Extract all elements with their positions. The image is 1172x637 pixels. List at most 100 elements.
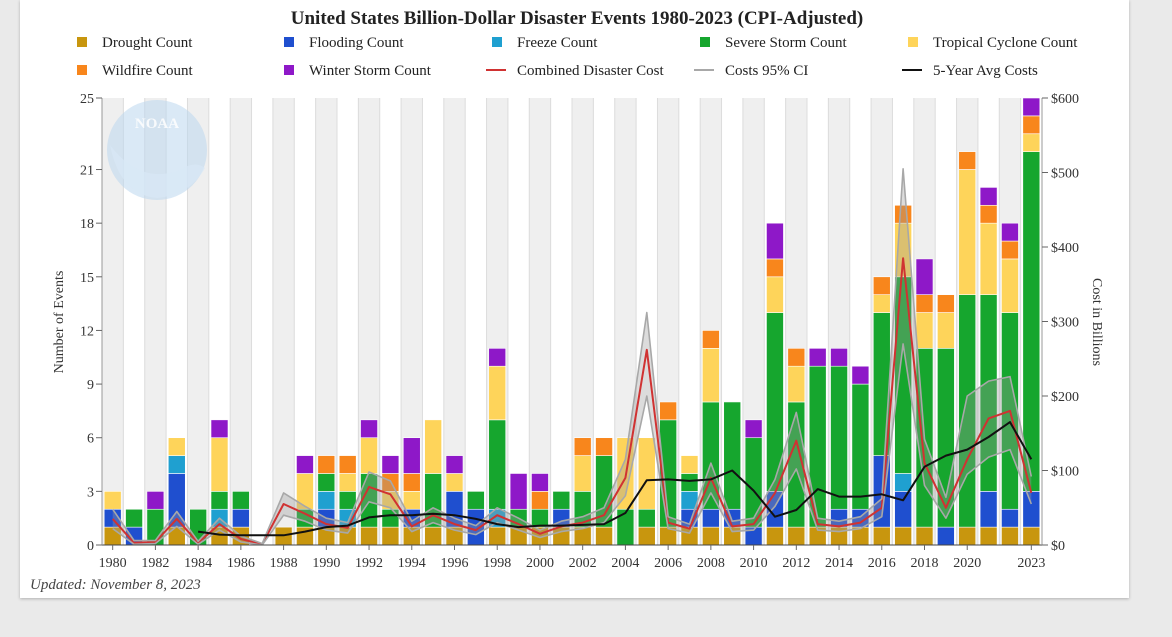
legend-label: Drought Count [102, 35, 193, 51]
bar-winter-storm-count-2011 [766, 222, 784, 260]
x-tick-label: 1994 [398, 556, 426, 571]
legend-label: Flooding Count [309, 35, 404, 51]
bar-tropical-cyclone-count-2008 [702, 348, 720, 403]
bar-severe-storm-count-2007 [680, 473, 699, 492]
x-tick-label: 2010 [740, 556, 768, 571]
bar-drought-count-1995 [424, 526, 442, 546]
legend-item-winter-storm-count[interactable]: Winter Storm Count [284, 63, 432, 79]
bar-wildfire-count-2006 [659, 401, 677, 421]
y-tick-label-right: $100 [1051, 465, 1079, 480]
column-shade-1986 [230, 98, 252, 545]
bar-tropical-cyclone-count-1983 [167, 437, 186, 456]
bar-tropical-cyclone-count-2005 [637, 437, 656, 510]
bar-winter-storm-count-2023 [1022, 97, 1041, 117]
y-tick-label-left: 25 [80, 92, 94, 107]
legend-swatch [77, 65, 87, 75]
bar-drought-count-2016 [872, 526, 891, 546]
bar-tropical-cyclone-count-2019 [937, 312, 955, 349]
y-tick-label-right: $200 [1051, 390, 1079, 405]
bar-wildfire-count-2011 [766, 258, 784, 278]
bar-wildfire-count-2020 [958, 151, 977, 170]
legend-item-combined-disaster-cost[interactable]: Combined Disaster Cost [486, 63, 664, 79]
x-tick-label: 2020 [953, 556, 981, 571]
column-shade-1982 [144, 98, 167, 545]
bar-freeze-count-2017 [894, 473, 912, 492]
y-tick-label-left: 0 [87, 539, 94, 554]
y-tick-label-right: $600 [1051, 92, 1079, 107]
bar-severe-storm-count-1981 [125, 508, 143, 528]
chart-card: United States Billion-Dollar Disaster Ev… [20, 0, 1129, 598]
column-shade-2004 [614, 98, 637, 545]
legend-item-costs-95-ci[interactable]: Costs 95% CI [694, 63, 808, 79]
legend-label: Costs 95% CI [725, 63, 808, 79]
bar-tropical-cyclone-count-2018 [915, 312, 934, 349]
bar-winter-storm-count-1993 [381, 455, 400, 474]
bar-severe-storm-count-2004 [616, 508, 635, 546]
bar-severe-storm-count-2014 [830, 365, 848, 510]
column-shade-1980 [102, 98, 124, 545]
bar-freeze-count-1990 [317, 491, 336, 510]
legend-item-drought-count[interactable]: Drought Count [77, 35, 193, 51]
legend: Drought Count Flooding Count Freeze Count S… [77, 35, 1078, 79]
y-tick-label-left: 18 [80, 217, 94, 232]
bar-tropical-cyclone-count-1991 [338, 473, 357, 492]
bar-severe-storm-count-1998 [488, 419, 507, 510]
bar-drought-count-2022 [1001, 526, 1019, 546]
bar-drought-count-2017 [894, 526, 912, 546]
bar-severe-storm-count-2000 [531, 508, 549, 528]
x-tick-label: 1992 [355, 556, 383, 571]
legend-label: Severe Storm Count [725, 35, 847, 51]
bar-drought-count-1998 [488, 526, 507, 546]
bar-wildfire-count-2000 [531, 491, 549, 510]
bar-severe-storm-count-1997 [467, 491, 485, 510]
bar-winter-storm-count-1996 [445, 455, 464, 474]
bar-wildfire-count-2003 [595, 437, 613, 456]
column-shade-2000 [529, 98, 551, 545]
bar-winter-storm-count-2013 [808, 348, 827, 367]
bar-drought-count-2021 [979, 526, 998, 546]
column-shade-1984 [187, 98, 209, 545]
x-tick-label: 2012 [782, 556, 810, 571]
noaa-logo-text: NOAA [135, 116, 179, 132]
bar-tropical-cyclone-count-1980 [103, 491, 122, 510]
bar-severe-storm-count-2015 [851, 383, 870, 510]
y-axis-title-left: Number of Events [52, 271, 67, 374]
legend-item-5-year-avg-costs[interactable]: 5-Year Avg Costs [902, 63, 1038, 79]
bar-tropical-cyclone-count-1998 [488, 365, 507, 421]
bar-wildfire-count-1990 [317, 455, 336, 474]
legend-label: 5-Year Avg Costs [933, 63, 1038, 79]
y-tick-label-left: 6 [87, 432, 94, 447]
bar-drought-count-2003 [595, 526, 613, 546]
bar-freeze-count-1983 [167, 455, 186, 474]
chart-title: United States Billion-Dollar Disaster Ev… [291, 8, 863, 29]
bar-severe-storm-count-2009 [723, 401, 742, 510]
bar-tropical-cyclone-count-1992 [360, 437, 378, 474]
bar-wildfire-count-2002 [573, 437, 592, 456]
bar-winter-storm-count-1999 [509, 473, 528, 510]
bar-wildfire-count-2008 [702, 330, 720, 349]
updated-note: Updated: November 8, 2023 [30, 577, 201, 593]
legend-item-severe-storm-count[interactable]: Severe Storm Count [700, 35, 847, 51]
bar-drought-count-2012 [787, 526, 806, 546]
bar-severe-storm-count-2023 [1022, 151, 1041, 492]
x-tick-label: 1998 [483, 556, 511, 571]
y-tick-label-left: 9 [87, 378, 94, 393]
cost-lines [111, 168, 1033, 545]
legend-swatch [908, 37, 918, 47]
legend-item-freeze-count[interactable]: Freeze Count [492, 35, 598, 51]
chart: United States Billion-Dollar Disaster Ev… [30, 8, 1104, 593]
bar-drought-count-2008 [702, 526, 720, 546]
x-tick-label: 2018 [911, 556, 939, 571]
x-tick-label: 1986 [227, 556, 255, 571]
bar-winter-storm-count-1989 [296, 455, 314, 474]
legend-item-wildfire-count[interactable]: Wildfire Count [77, 63, 193, 79]
legend-label: Wildfire Count [102, 63, 193, 79]
x-tick-label: 2014 [825, 556, 853, 571]
legend-label: Tropical Cyclone Count [933, 35, 1078, 51]
legend-item-tropical-cyclone-count[interactable]: Tropical Cyclone Count [908, 35, 1078, 51]
legend-item-flooding-count[interactable]: Flooding Count [284, 35, 404, 51]
y-tick-label-right: $0 [1051, 539, 1065, 554]
bar-winter-storm-count-1992 [360, 419, 378, 439]
axes: 0 3 6 9 12 15 18 21 25 $0 $100 $200 $300 $400 $500 $600… [80, 92, 1079, 571]
bar-winter-storm-count-1982 [146, 491, 165, 510]
